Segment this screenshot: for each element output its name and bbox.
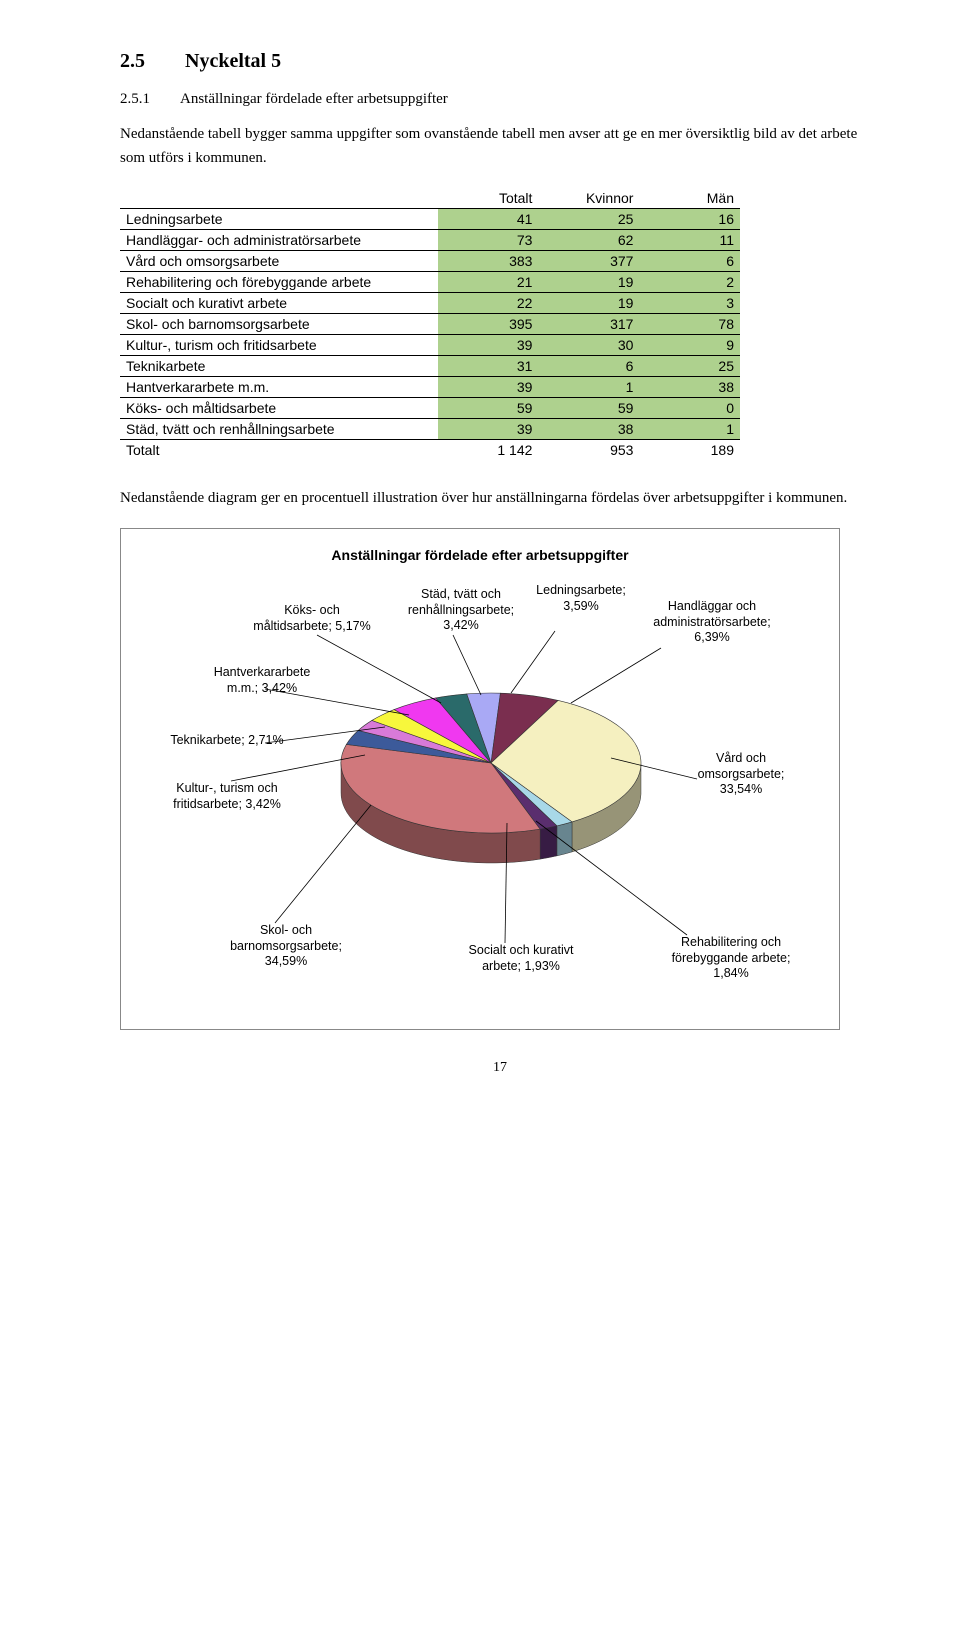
row-totalt: 383 (438, 251, 539, 272)
row-man: 11 (639, 230, 740, 251)
chart-slice-label: Hantverkararbetem.m.; 3,42% (187, 665, 337, 696)
page-number: 17 (120, 1060, 880, 1076)
data-table: Totalt Kvinnor Män Ledningsarbete412516H… (120, 188, 740, 460)
row-totalt: 21 (438, 272, 539, 293)
row-label: Städ, tvätt och renhållningsarbete (120, 419, 438, 440)
subheading-number: 2.5.1 (120, 91, 150, 107)
table-row: Vård och omsorgsarbete3833776 (120, 251, 740, 272)
row-totalt: 31 (438, 356, 539, 377)
row-kvinnor: 59 (538, 398, 639, 419)
row-man: 9 (639, 335, 740, 356)
table-header-row: Totalt Kvinnor Män (120, 188, 740, 209)
total-k: 953 (538, 440, 639, 461)
table-row: Ledningsarbete412516 (120, 209, 740, 230)
row-label: Handläggar- och administratörsarbete (120, 230, 438, 251)
row-label: Teknikarbete (120, 356, 438, 377)
row-totalt: 73 (438, 230, 539, 251)
row-man: 6 (639, 251, 740, 272)
header-blank (120, 188, 438, 209)
row-label: Kultur-, turism och fritidsarbete (120, 335, 438, 356)
row-kvinnor: 1 (538, 377, 639, 398)
row-totalt: 39 (438, 335, 539, 356)
row-totalt: 59 (438, 398, 539, 419)
row-kvinnor: 30 (538, 335, 639, 356)
row-kvinnor: 377 (538, 251, 639, 272)
row-kvinnor: 25 (538, 209, 639, 230)
header-totalt: Totalt (438, 188, 539, 209)
intro-paragraph: Nedanstående tabell bygger samma uppgift… (120, 122, 860, 170)
row-label: Köks- och måltidsarbete (120, 398, 438, 419)
row-man: 1 (639, 419, 740, 440)
table-row: Kultur-, turism och fritidsarbete39309 (120, 335, 740, 356)
chart-slice-label: Rehabilitering ochförebyggande arbete;1,… (641, 935, 821, 982)
chart-area: Ledningsarbete;3,59%Handläggar ochadmini… (141, 583, 819, 1003)
total-t: 1 142 (438, 440, 539, 461)
row-label: Rehabilitering och förebyggande arbete (120, 272, 438, 293)
row-label: Skol- och barnomsorgsarbete (120, 314, 438, 335)
table-row: Köks- och måltidsarbete59590 (120, 398, 740, 419)
row-man: 0 (639, 398, 740, 419)
row-kvinnor: 317 (538, 314, 639, 335)
row-label: Hantverkararbete m.m. (120, 377, 438, 398)
subheading-text: Anställningar fördelade efter arbetsuppg… (180, 91, 448, 107)
row-totalt: 41 (438, 209, 539, 230)
row-man: 78 (639, 314, 740, 335)
chart-slice-label: Köks- ochmåltidsarbete; 5,17% (227, 603, 397, 634)
row-totalt: 22 (438, 293, 539, 314)
table-total-row: Totalt 1 142 953 189 (120, 440, 740, 461)
row-kvinnor: 6 (538, 356, 639, 377)
chart-title: Anställningar fördelade efter arbetsuppg… (141, 547, 819, 563)
chart-slice-label: Teknikarbete; 2,71% (147, 733, 307, 749)
chart-slice-label: Vård ochomsorgsarbete;33,54% (661, 751, 821, 798)
row-label: Socialt och kurativt arbete (120, 293, 438, 314)
chart-slice-label: Socialt och kurativtarbete; 1,93% (441, 943, 601, 974)
row-label: Ledningsarbete (120, 209, 438, 230)
mid-paragraph: Nedanstående diagram ger en procentuell … (120, 486, 860, 510)
header-man: Män (639, 188, 740, 209)
chart-slice-label: Kultur-, turism ochfritidsarbete; 3,42% (147, 781, 307, 812)
subsection-heading: 2.5.1 Anställningar fördelade efter arbet… (120, 91, 880, 108)
chart-slice-label: Handläggar ochadministratörsarbete;6,39% (627, 599, 797, 646)
heading-text: Nyckeltal 5 (185, 50, 281, 72)
table-row: Rehabilitering och förebyggande arbete21… (120, 272, 740, 293)
row-kvinnor: 19 (538, 293, 639, 314)
section-heading: 2.5 Nyckeltal 5 (120, 50, 880, 73)
row-totalt: 395 (438, 314, 539, 335)
heading-number: 2.5 (120, 50, 145, 72)
table-row: Skol- och barnomsorgsarbete39531778 (120, 314, 740, 335)
row-kvinnor: 62 (538, 230, 639, 251)
table-row: Socialt och kurativt arbete22193 (120, 293, 740, 314)
chart-slice-label: Skol- ochbarnomsorgsarbete;34,59% (201, 923, 371, 970)
row-man: 25 (639, 356, 740, 377)
row-totalt: 39 (438, 377, 539, 398)
table-row: Hantverkararbete m.m.39138 (120, 377, 740, 398)
row-label: Vård och omsorgsarbete (120, 251, 438, 272)
total-label: Totalt (120, 440, 438, 461)
table-row: Teknikarbete31625 (120, 356, 740, 377)
row-man: 3 (639, 293, 740, 314)
total-m: 189 (639, 440, 740, 461)
row-kvinnor: 38 (538, 419, 639, 440)
row-man: 2 (639, 272, 740, 293)
row-kvinnor: 19 (538, 272, 639, 293)
pie-chart-frame: Anställningar fördelade efter arbetsuppg… (120, 528, 840, 1030)
chart-slice-label: Städ, tvätt ochrenhållningsarbete;3,42% (381, 587, 541, 634)
table-row: Handläggar- och administratörsarbete7362… (120, 230, 740, 251)
row-man: 38 (639, 377, 740, 398)
row-man: 16 (639, 209, 740, 230)
header-kvinnor: Kvinnor (538, 188, 639, 209)
row-totalt: 39 (438, 419, 539, 440)
table-row: Städ, tvätt och renhållningsarbete39381 (120, 419, 740, 440)
